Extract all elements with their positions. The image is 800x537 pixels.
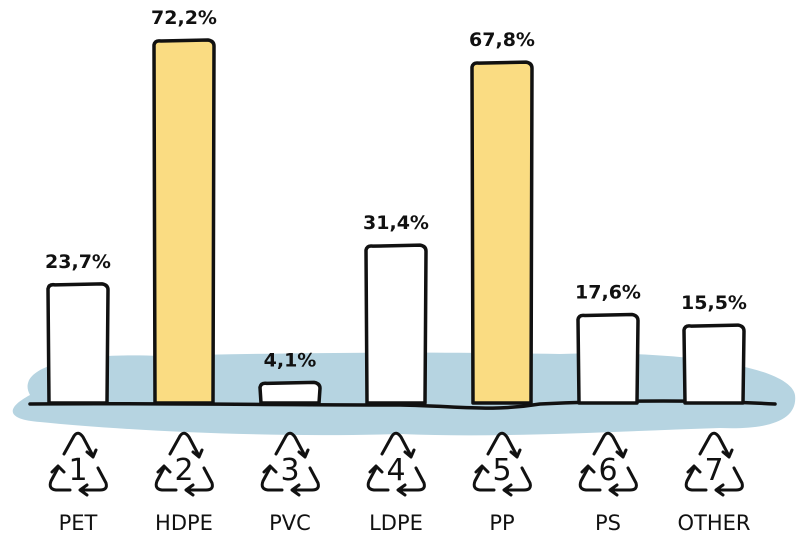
resin-code-number: 5 (492, 453, 511, 488)
recycle-triangle-icon (154, 431, 214, 497)
bar-ldpe (364, 243, 428, 405)
category-label-hdpe: HDPE (155, 511, 213, 535)
recycle-triangle-icon (260, 431, 320, 497)
bar-pp (470, 60, 534, 405)
category-label-pvc: PVC (269, 511, 311, 535)
value-label-ldpe: 31,4% (363, 212, 429, 234)
resin-code-number: 3 (280, 453, 299, 488)
value-label-pet: 23,7% (45, 251, 111, 273)
value-label-ps: 17,6% (575, 282, 641, 304)
category-label-pet: PET (59, 511, 98, 535)
value-label-hdpe: 72,2% (151, 7, 217, 29)
category-label-other: OTHER (677, 511, 750, 535)
value-label-other: 15,5% (681, 292, 747, 314)
category-label-ps: PS (595, 511, 621, 535)
value-label-pp: 67,8% (469, 29, 535, 51)
recycle-triangle-icon (366, 431, 426, 497)
resin-code-number: 6 (598, 453, 617, 488)
recycle-triangle-icon (578, 431, 638, 497)
recycle-triangle-icon (684, 431, 744, 497)
resin-code-number: 1 (68, 453, 87, 488)
category-label-ldpe: LDPE (369, 511, 423, 535)
bars-group (46, 38, 746, 405)
bar-pvc (258, 380, 322, 405)
resin-code-number: 7 (704, 453, 723, 488)
value-label-pvc: 4,1% (264, 349, 317, 371)
recycle-triangle-icon (472, 431, 532, 497)
value-labels-group: 23,7% 72,2% 4,1% 31,4% 67,8% 17,6% 15,5% (45, 7, 747, 371)
recycle-triangle-icon (48, 431, 108, 497)
bar-hdpe (152, 38, 216, 405)
resin-codes-group: 1 PET 2 HDPE 3 PVC 4 LDPE 5 PP 6 PS 7 OTHER (48, 431, 751, 535)
category-label-pp: PP (489, 511, 514, 535)
resin-code-number: 2 (174, 453, 193, 488)
bar-other (682, 323, 746, 405)
resin-code-number: 4 (386, 453, 405, 488)
bar-pet (46, 282, 110, 405)
bar-ps (576, 312, 640, 405)
